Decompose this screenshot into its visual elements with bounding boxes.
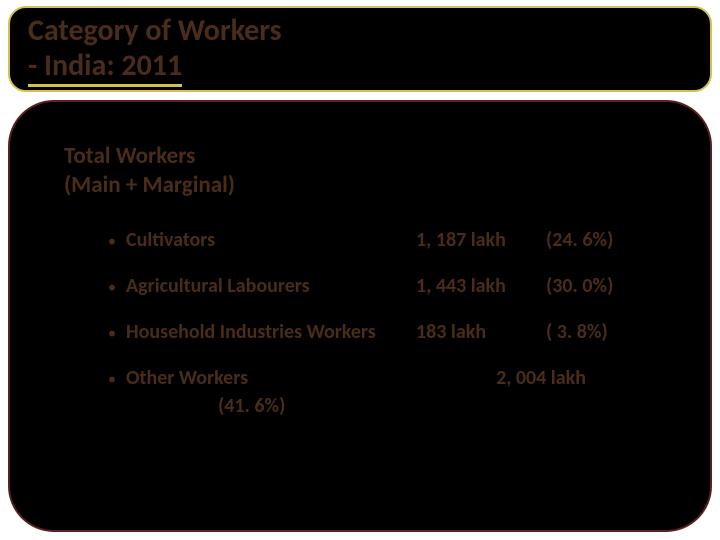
title-line1: Category of Workers xyxy=(28,14,692,49)
bullet-icon: • xyxy=(108,370,126,389)
title-frame: Category of Workers - India: 2011 xyxy=(8,6,712,92)
content-frame: Total Workers (Main + Marginal) • Cultiv… xyxy=(8,100,712,532)
item-value: 1, 443 lakh xyxy=(416,274,546,298)
item-value: 183 lakh xyxy=(416,320,546,344)
title-line2: - India: 2011 xyxy=(28,49,182,88)
list-item: • Household Industries Workers 183 lakh … xyxy=(108,320,670,344)
content-subhead: Total Workers (Main + Marginal) xyxy=(64,142,670,200)
subhead-line2: (Main + Marginal) xyxy=(64,171,235,199)
list-item: • Cultivators 1, 187 lakh (24. 6%) xyxy=(108,228,670,252)
item-pct: (24. 6%) xyxy=(546,228,666,252)
list-item-other: • Other Workers 2, 004 lakh xyxy=(108,366,670,390)
subhead-line1: Total Workers xyxy=(64,142,195,170)
item-value: 1, 187 lakh xyxy=(416,228,546,252)
data-rows: • Cultivators 1, 187 lakh (24. 6%) • Agr… xyxy=(64,228,670,418)
item-label: Agricultural Labourers xyxy=(126,274,416,298)
bullet-icon: • xyxy=(108,278,126,297)
item-label: Cultivators xyxy=(126,228,416,252)
item-pct: (30. 0%) xyxy=(546,274,666,298)
item-pct-other: (41. 6%) xyxy=(108,394,670,418)
list-item: • Agricultural Labourers 1, 443 lakh (30… xyxy=(108,274,670,298)
bullet-icon: • xyxy=(108,232,126,251)
item-value: 2, 004 lakh xyxy=(416,366,666,390)
item-pct: ( 3. 8%) xyxy=(546,320,666,344)
bullet-icon: • xyxy=(108,324,126,343)
item-label: Other Workers xyxy=(126,366,416,390)
item-label: Household Industries Workers xyxy=(126,320,416,344)
